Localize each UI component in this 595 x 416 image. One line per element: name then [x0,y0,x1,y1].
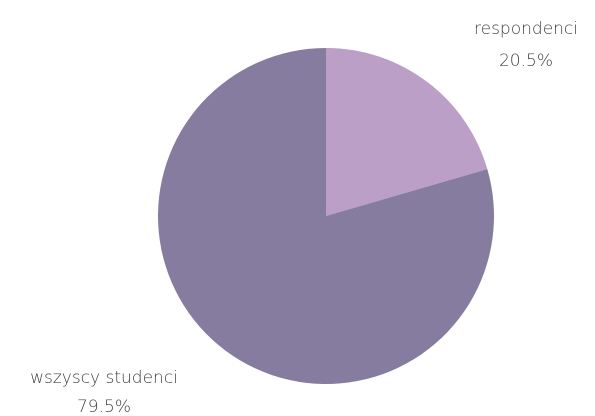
slice-label-wszyscy-studenci-value: 79.5% [77,397,131,416]
pie-slice-wszyscy-studenci [157,48,494,384]
slice-label-respondenci-name: respondenci [474,19,578,39]
slice-label-wszyscy-studenci-name: wszyscy studenci [30,368,178,388]
slice-label-respondenci-value: 20.5% [499,51,553,71]
pie-slices [157,48,494,384]
pie-slice-respondenci [326,48,488,216]
